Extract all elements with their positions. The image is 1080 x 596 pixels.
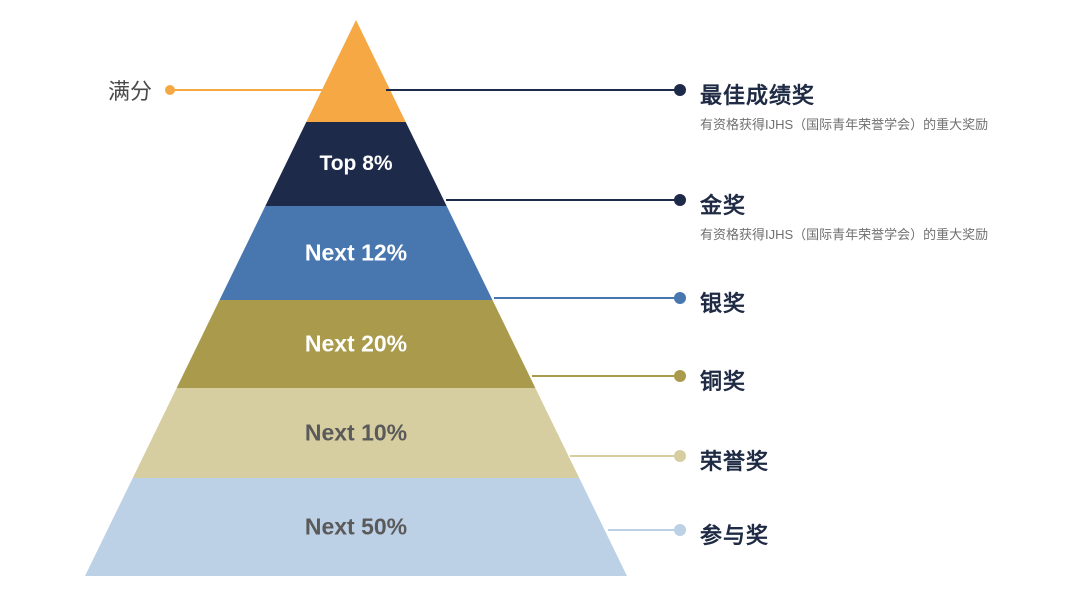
callout-bronze: 铜奖: [700, 364, 746, 396]
left-annotation-label: 满分: [108, 74, 152, 106]
callout-title: 金奖: [700, 188, 988, 220]
callout-best-score: 最佳成绩奖 有资格获得IJHS（国际青年荣誉学会）的重大奖励: [700, 78, 988, 134]
callout-honor: 荣誉奖: [700, 444, 769, 476]
callout-title: 参与奖: [700, 518, 769, 550]
callout-subtitle: 有资格获得IJHS（国际青年荣誉学会）的重大奖励: [700, 116, 988, 134]
callout-silver: 银奖: [700, 286, 746, 318]
callout-title: 最佳成绩奖: [700, 78, 988, 110]
pyramid-tier-3-label: Next 20%: [305, 331, 407, 358]
pyramid-infographic: 满分 Top 8% Next 12% Next 20% Next 10% Nex…: [0, 0, 1080, 596]
pyramid-tier-4-label: Next 10%: [305, 420, 407, 447]
pyramid-tier-1-label: Top 8%: [319, 152, 392, 176]
callout-participation: 参与奖: [700, 518, 769, 550]
pyramid-tier-5-label: Next 50%: [305, 514, 407, 541]
pyramid-tier-2-label: Next 12%: [305, 240, 407, 267]
callout-gold: 金奖 有资格获得IJHS（国际青年荣誉学会）的重大奖励: [700, 188, 988, 244]
pyramid-tier-0: [306, 20, 405, 122]
callout-title: 荣誉奖: [700, 444, 769, 476]
callout-title: 铜奖: [700, 364, 746, 396]
callout-subtitle: 有资格获得IJHS（国际青年荣誉学会）的重大奖励: [700, 226, 988, 244]
callout-title: 银奖: [700, 286, 746, 318]
